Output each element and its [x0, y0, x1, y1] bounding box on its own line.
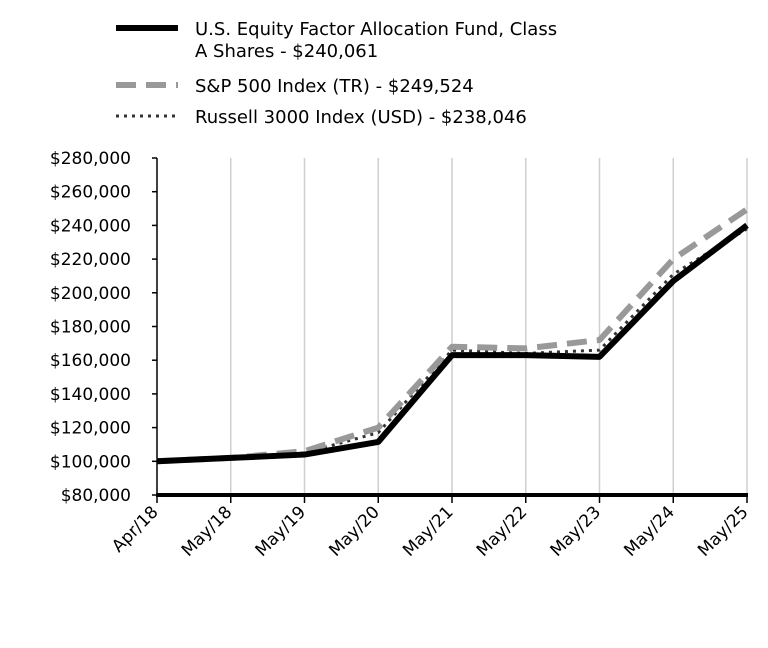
y-tick-label: $160,000 [50, 351, 131, 371]
legend-label-2: S&P 500 Index (TR) - $249,524 [195, 76, 474, 97]
x-tick-label: May/24 [620, 502, 678, 560]
x-tick-label: May/18 [178, 502, 236, 560]
y-tick-label: $200,000 [50, 284, 131, 304]
y-tick-label: $220,000 [50, 250, 131, 270]
x-tick-label: May/21 [399, 502, 457, 560]
x-tick-label: May/25 [694, 502, 752, 560]
y-tick-label: $240,000 [50, 216, 131, 236]
y-tick-label: $260,000 [50, 183, 131, 203]
y-tick-label: $280,000 [50, 149, 131, 169]
legend-label-1: U.S. Equity Factor Allocation Fund, Clas… [195, 19, 557, 40]
y-tick-label: $140,000 [50, 385, 131, 405]
series-line-1 [156, 222, 749, 465]
y-tick-label: $180,000 [50, 318, 131, 338]
legend-label-1: A Shares - $240,061 [195, 41, 378, 62]
x-tick-label: May/22 [473, 502, 531, 560]
y-tick-label: $80,000 [61, 486, 131, 506]
x-tick-label: May/20 [325, 502, 383, 560]
legend-label-3: Russell 3000 Index (USD) - $238,046 [195, 107, 527, 128]
y-tick-label: $100,000 [50, 452, 131, 472]
x-tick-label: May/23 [547, 502, 605, 560]
x-tick-label: May/19 [252, 502, 310, 560]
x-tick-label: Apr/18 [108, 502, 162, 556]
y-tick-label: $120,000 [50, 419, 131, 439]
